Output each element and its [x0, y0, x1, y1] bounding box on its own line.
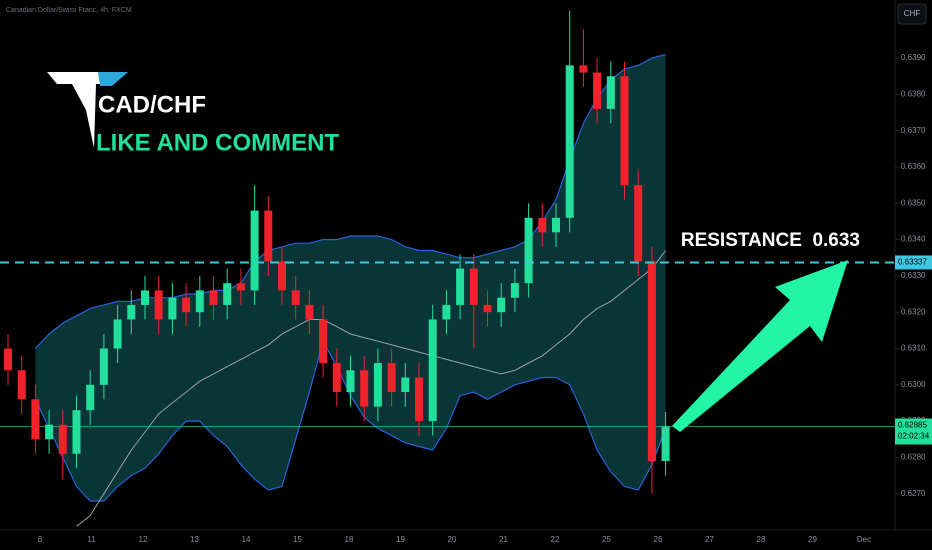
candle-body — [72, 410, 81, 454]
x-tick-label: 13 — [190, 535, 199, 544]
candle-body — [195, 290, 204, 313]
candle-body — [127, 304, 136, 320]
y-tick-label: 0.6280 — [901, 453, 926, 462]
candle-body — [483, 304, 492, 313]
candle-body — [387, 363, 396, 393]
candle-body — [182, 297, 191, 313]
candle-body — [141, 290, 149, 305]
x-tick-label: 26 — [654, 535, 663, 544]
candle-body — [45, 424, 54, 440]
candle-body — [538, 217, 547, 233]
candle-body — [4, 348, 12, 371]
candle-body — [634, 185, 643, 262]
candle-body — [113, 319, 122, 349]
candle-body — [552, 217, 560, 233]
candle-body — [154, 290, 163, 320]
resistance-label-box — [895, 255, 932, 270]
x-tick-label: 20 — [448, 535, 457, 544]
candle-body — [17, 370, 26, 400]
candle-body — [497, 297, 506, 313]
y-tick-label: 0.6380 — [901, 89, 926, 98]
resistance-label: 0.63337 — [898, 258, 927, 267]
candle-body — [524, 217, 533, 284]
candle-body — [469, 268, 478, 305]
x-tick-label: 22 — [551, 535, 560, 544]
candle-body — [620, 76, 629, 186]
headline: CAD/CHF — [98, 91, 206, 118]
candle-body — [346, 370, 355, 393]
candle-body — [442, 304, 451, 320]
y-tick-label: 0.6310 — [901, 344, 926, 353]
logo — [47, 72, 128, 148]
y-tick-label: 0.6330 — [901, 271, 926, 280]
y-tick-label: 0.6340 — [901, 235, 926, 244]
y-tick-label: 0.6360 — [901, 162, 926, 171]
arrow — [672, 260, 848, 432]
candle-body — [332, 363, 341, 393]
x-tick-label: 28 — [757, 535, 766, 544]
y-tick-label: 0.6320 — [901, 307, 926, 316]
x-tick-label: 8 — [38, 535, 43, 544]
y-tick-label: 0.6370 — [901, 126, 926, 135]
countdown-label: 02:02:34 — [898, 432, 930, 441]
x-tick-label: 11 — [87, 535, 96, 544]
candle-body — [99, 348, 108, 385]
x-tick-label: 18 — [345, 535, 354, 544]
x-tick-label: 19 — [396, 535, 405, 544]
band-fill — [35, 54, 666, 501]
candle-body — [373, 363, 382, 407]
candle-body — [31, 399, 40, 440]
price-label-box — [895, 418, 932, 445]
candle-body — [264, 210, 273, 262]
y-tick-label: 0.6300 — [901, 380, 926, 389]
x-tick-label: Dec — [857, 535, 871, 544]
plot — [0, 10, 895, 527]
candle-body — [401, 377, 410, 393]
y-tick-label: 0.6350 — [901, 198, 926, 207]
candle-body — [606, 76, 615, 109]
candle-body — [593, 72, 602, 109]
chart-title: Canadian Dollar/Swiss Franc, 4h, FXCM — [6, 7, 132, 14]
candle-body — [209, 290, 218, 305]
annotation: RESISTANCE 0.633 — [681, 230, 860, 251]
candle-body — [305, 304, 314, 320]
x-tick-label: 21 — [499, 535, 508, 544]
x-tick-label: 14 — [242, 535, 251, 544]
candle-body — [647, 261, 656, 462]
candle-body — [360, 370, 369, 407]
x-tick-label: 25 — [602, 535, 611, 544]
candle-body — [319, 319, 328, 364]
subheadline: LIKE AND COMMENT — [96, 129, 339, 156]
candle-body — [278, 261, 286, 291]
candle-body — [236, 283, 245, 291]
candle-body — [661, 426, 670, 462]
currency-label[interactable]: CHF — [904, 9, 921, 18]
x-tick-label: 15 — [293, 535, 302, 544]
y-tick-label: 0.6270 — [901, 489, 926, 498]
y-tick-label: 0.6390 — [901, 53, 926, 62]
price-label: 0.62885 — [898, 421, 927, 430]
candle-body — [510, 283, 519, 298]
band-middle — [76, 250, 666, 527]
candle-body — [250, 210, 259, 291]
candle-body — [579, 65, 588, 73]
candle-body — [58, 424, 67, 454]
x-tick-label: 27 — [705, 535, 714, 544]
candle-body — [86, 384, 95, 411]
band-upper — [34, 53, 666, 349]
currency-button[interactable] — [897, 3, 927, 25]
candle-body — [415, 377, 423, 422]
candle-body — [223, 283, 232, 305]
x-tick-label: 12 — [139, 535, 148, 544]
candle-body — [456, 268, 465, 305]
candle-body — [428, 319, 437, 422]
candle-body — [291, 290, 300, 305]
candle-body — [565, 65, 574, 218]
x-tick-label: 29 — [808, 535, 817, 544]
candle-body — [168, 297, 177, 320]
